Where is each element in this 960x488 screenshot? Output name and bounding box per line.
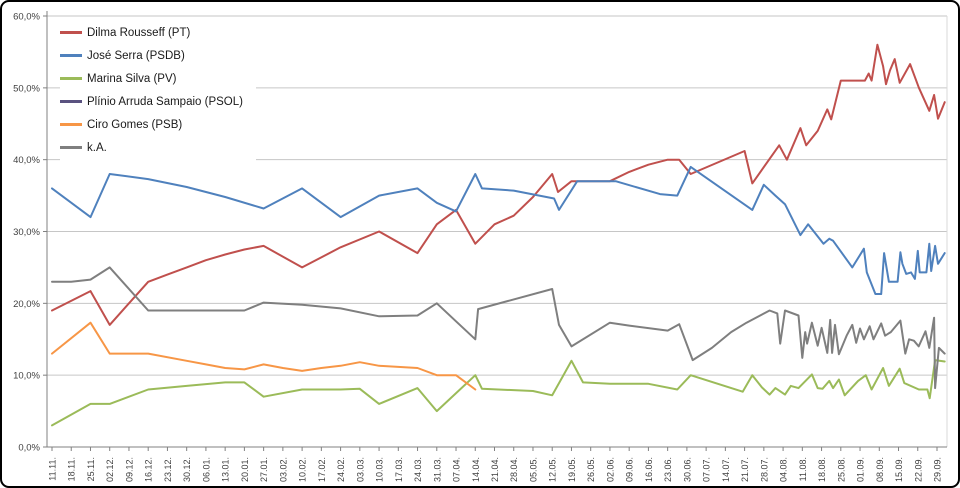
x-tick-label: 09.06. xyxy=(625,457,635,482)
chart-legend: Dilma Rousseff (PT) José Serra (PSDB) Ma… xyxy=(60,19,256,161)
legend-item: José Serra (PSDB) xyxy=(60,44,256,67)
x-tick-label: 02.12. xyxy=(105,457,115,482)
x-tick-label: 23.06. xyxy=(663,457,673,482)
x-tick-label: 14.07. xyxy=(721,457,731,482)
x-tick-label: 18.11. xyxy=(67,457,77,481)
legend-swatch-line xyxy=(60,31,82,34)
x-tick-label: 15.09. xyxy=(894,457,904,482)
y-tick-label: 0,0% xyxy=(18,443,40,454)
x-tick-label: 21.04. xyxy=(490,457,500,482)
legend-item: Dilma Rousseff (PT) xyxy=(60,21,256,44)
x-tick-label: 05.05. xyxy=(528,457,538,482)
series-line-1 xyxy=(51,43,946,326)
x-tick-label: 06.01. xyxy=(201,457,211,482)
series-line-2 xyxy=(51,165,946,295)
legend-swatch-line xyxy=(60,146,82,149)
x-tick-label: 25.11. xyxy=(86,457,96,481)
x-tick-label: 18.08. xyxy=(817,457,827,482)
x-tick-label: 08.09. xyxy=(875,457,885,482)
x-tick-label: 21.07. xyxy=(740,457,750,482)
y-tick-label: 50,0% xyxy=(13,83,40,94)
x-tick-label: 04.08. xyxy=(779,457,789,482)
x-tick-label: 20.01. xyxy=(240,457,250,482)
series-line-6 xyxy=(51,266,946,390)
x-tick-label: 17.02. xyxy=(317,457,327,482)
x-tick-label: 07.04. xyxy=(452,457,462,482)
x-tick-label: 30.06. xyxy=(682,457,692,482)
x-tick-label: 11.08. xyxy=(798,457,808,481)
series-line-3 xyxy=(51,359,946,427)
legend-item-label: José Serra (PSDB) xyxy=(87,49,185,62)
y-tick-label: 30,0% xyxy=(13,227,40,238)
x-tick-label: 09.12. xyxy=(124,457,134,482)
legend-swatch-line xyxy=(60,123,82,126)
x-tick-label: 24.02. xyxy=(336,457,346,482)
x-tick-label: 14.04. xyxy=(471,457,481,482)
x-tick-label: 27.01. xyxy=(259,457,269,482)
y-tick-label: 60,0% xyxy=(13,12,40,23)
x-tick-label: 11.11. xyxy=(48,457,58,481)
x-tick-label: 31.03. xyxy=(432,457,442,482)
x-tick-label: 26.05. xyxy=(586,457,596,482)
x-tick-label: 03.02. xyxy=(278,457,288,482)
x-tick-label: 24.03. xyxy=(413,457,423,482)
x-tick-label: 10.03. xyxy=(375,457,385,482)
x-tick-label: 16.06. xyxy=(644,457,654,482)
x-tick-label: 16.12. xyxy=(144,457,154,482)
x-tick-label: 29.09. xyxy=(933,457,943,482)
x-tick-label: 30.12. xyxy=(182,457,192,482)
x-tick-label: 01.09. xyxy=(856,457,866,482)
x-tick-label: 28.04. xyxy=(509,457,519,482)
legend-item-label: k.A. xyxy=(87,141,107,154)
x-tick-label: 22.09. xyxy=(913,457,923,482)
legend-item: Ciro Gomes (PSB) xyxy=(60,113,256,136)
legend-item-label: Plínio Arruda Sampaio (PSOL) xyxy=(87,95,243,108)
x-tick-label: 02.06. xyxy=(605,457,615,482)
x-tick-label: 07.07. xyxy=(702,457,712,482)
legend-swatch-line xyxy=(60,100,82,103)
x-tick-label: 23.12. xyxy=(163,457,173,482)
x-tick-label: 28.07. xyxy=(759,457,769,482)
y-tick-label: 10,0% xyxy=(13,371,40,382)
y-tick-label: 40,0% xyxy=(13,155,40,166)
x-tick-label: 25.08. xyxy=(836,457,846,482)
legend-item-label: Marina Silva (PV) xyxy=(87,72,177,85)
x-tick-label: 03.03. xyxy=(355,457,365,482)
legend-swatch-line xyxy=(60,54,82,57)
legend-item: Plínio Arruda Sampaio (PSOL) xyxy=(60,90,256,113)
series-line-5 xyxy=(51,321,477,391)
x-tick-label: 12.05. xyxy=(548,457,558,482)
x-tick-label: 19.05. xyxy=(567,457,577,482)
legend-item-label: Dilma Rousseff (PT) xyxy=(87,26,191,39)
legend-item-label: Ciro Gomes (PSB) xyxy=(87,118,183,131)
x-tick-label: 17.03. xyxy=(394,457,404,482)
legend-item: Marina Silva (PV) xyxy=(60,67,256,90)
y-tick-label: 20,0% xyxy=(13,299,40,310)
x-tick-label: 13.01. xyxy=(221,457,231,482)
legend-swatch-line xyxy=(60,77,82,80)
legend-item: k.A. xyxy=(60,136,256,159)
x-tick-label: 10.02. xyxy=(298,457,308,482)
